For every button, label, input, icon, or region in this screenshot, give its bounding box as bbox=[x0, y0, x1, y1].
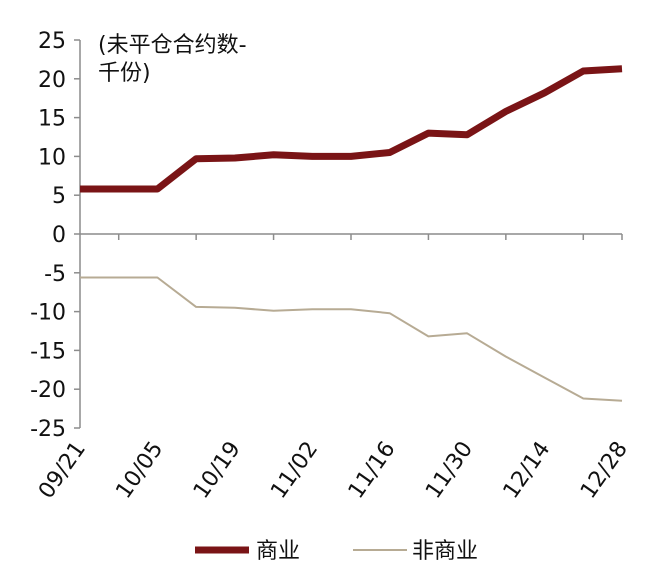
unit-label-line2: 千份) bbox=[98, 61, 151, 86]
y-tick-label: -5 bbox=[44, 262, 66, 287]
y-tick-label: 0 bbox=[52, 223, 66, 248]
y-tick-label: -10 bbox=[30, 301, 66, 326]
y-tick-label: 10 bbox=[38, 145, 66, 170]
y-tick-label: -25 bbox=[30, 417, 66, 442]
series-lines bbox=[80, 65, 623, 402]
legend: 商业 非商业 bbox=[195, 539, 478, 564]
x-axis: 09/21 10/05 10/19 11/02 11/16 11/30 12/14 12/28 bbox=[34, 233, 633, 503]
series-line-2 bbox=[80, 276, 623, 402]
x-tick-label: 09/21 bbox=[34, 437, 91, 503]
x-tick-label: 12/28 bbox=[576, 437, 633, 503]
legend-label-2: 非商业 bbox=[412, 539, 478, 564]
y-tick-label: 5 bbox=[52, 184, 66, 209]
x-tick-label: 11/02 bbox=[266, 437, 323, 503]
y-tick-label: -20 bbox=[30, 378, 66, 403]
y-tick-label: 25 bbox=[38, 29, 66, 54]
x-tick-label: 10/19 bbox=[189, 437, 246, 503]
y-axis: 25 20 15 10 5 0 -5 -10 -15 -20 -25 bbox=[30, 29, 81, 442]
y-tick-label: -15 bbox=[30, 339, 66, 364]
unit-label-line1: (未平仓合约数- bbox=[98, 33, 247, 58]
x-tick-label: 11/30 bbox=[421, 437, 478, 503]
x-tick-label: 12/14 bbox=[499, 437, 556, 503]
series-line-1 bbox=[80, 65, 623, 193]
legend-label-1: 商业 bbox=[256, 539, 300, 564]
y-tick-label: 15 bbox=[38, 107, 66, 132]
x-tick-label: 10/05 bbox=[111, 437, 168, 503]
x-tick-label: 11/16 bbox=[344, 437, 401, 503]
y-tick-label: 20 bbox=[38, 68, 66, 93]
